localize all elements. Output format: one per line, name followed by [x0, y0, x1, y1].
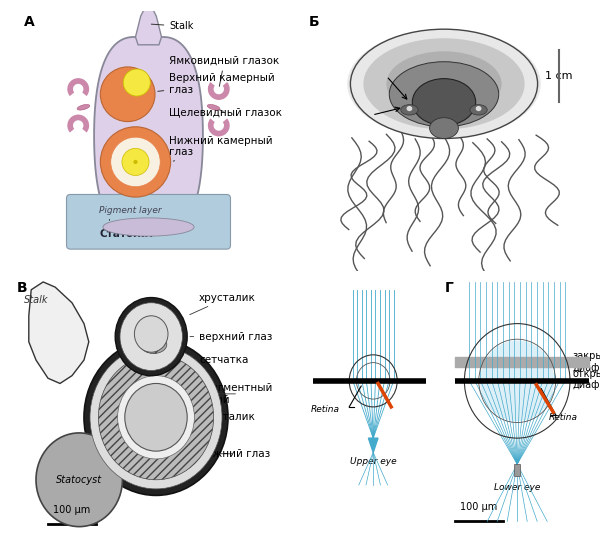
Circle shape	[36, 433, 122, 527]
Text: сетчатка: сетчатка	[185, 355, 248, 365]
Text: В: В	[17, 281, 28, 295]
Text: Retina: Retina	[548, 413, 577, 422]
Text: Щелевидный глазок: Щелевидный глазок	[169, 107, 283, 117]
Text: верхний глаз: верхний глаз	[190, 332, 272, 341]
Text: Statocyst: Statocyst	[56, 475, 102, 485]
Text: Retina: Retina	[139, 340, 164, 349]
Wedge shape	[208, 118, 230, 136]
Circle shape	[118, 376, 194, 459]
Circle shape	[100, 127, 170, 197]
Ellipse shape	[347, 29, 541, 139]
FancyBboxPatch shape	[67, 195, 230, 249]
Circle shape	[125, 384, 187, 451]
Polygon shape	[29, 282, 89, 384]
Circle shape	[120, 302, 182, 370]
Circle shape	[480, 340, 554, 421]
Ellipse shape	[207, 105, 220, 110]
Text: Pigment layer: Pigment layer	[99, 206, 161, 215]
Text: Нижний камерный
глаз: Нижний камерный глаз	[169, 135, 273, 161]
Text: открытая
диафрагма: открытая диафрагма	[572, 369, 600, 390]
Text: Upper eye: Upper eye	[350, 457, 397, 466]
Wedge shape	[67, 78, 89, 96]
Circle shape	[407, 106, 412, 111]
Text: Г: Г	[445, 281, 454, 295]
Text: Lower eye: Lower eye	[494, 483, 541, 492]
Circle shape	[123, 69, 151, 96]
Circle shape	[84, 339, 228, 495]
Text: 1 cm: 1 cm	[545, 71, 572, 81]
Wedge shape	[208, 82, 230, 100]
Text: А: А	[23, 15, 34, 29]
Text: 100 μm: 100 μm	[53, 505, 91, 515]
Text: Stalk: Stalk	[151, 21, 194, 31]
Text: нижний глаз: нижний глаз	[199, 449, 271, 459]
Text: хрусталик: хрусталик	[190, 293, 256, 315]
Ellipse shape	[389, 62, 499, 127]
Text: Б: Б	[308, 15, 319, 29]
Text: хрусталик: хрусталик	[190, 412, 256, 423]
Text: Retina: Retina	[131, 363, 157, 372]
Ellipse shape	[470, 105, 487, 115]
Circle shape	[115, 298, 187, 376]
Text: Lens: Lens	[145, 412, 167, 423]
Ellipse shape	[364, 38, 524, 129]
Text: 100 μm: 100 μm	[460, 503, 497, 512]
Ellipse shape	[412, 78, 476, 125]
Circle shape	[134, 316, 168, 352]
Polygon shape	[94, 37, 203, 235]
Ellipse shape	[140, 335, 167, 353]
Ellipse shape	[401, 105, 418, 115]
Ellipse shape	[77, 105, 90, 110]
Circle shape	[133, 160, 137, 164]
Text: Lens: Lens	[142, 329, 161, 339]
Circle shape	[111, 137, 160, 187]
Text: Статолит: Статолит	[99, 229, 154, 238]
Polygon shape	[368, 438, 378, 453]
Circle shape	[98, 355, 214, 480]
Text: Stalk: Stalk	[24, 295, 49, 305]
Circle shape	[90, 346, 222, 489]
Circle shape	[476, 106, 481, 111]
Polygon shape	[136, 6, 161, 45]
Ellipse shape	[386, 52, 502, 116]
Text: Ямковидный глазок: Ямковидный глазок	[169, 55, 280, 87]
Ellipse shape	[430, 118, 458, 139]
Text: закрытая
диафрагма: закрытая диафрагма	[572, 351, 600, 373]
Text: Верхний камерный
глаз: Верхний камерный глаз	[158, 73, 275, 95]
Text: Retina: Retina	[311, 405, 340, 414]
Circle shape	[100, 67, 155, 122]
Circle shape	[122, 149, 149, 175]
Ellipse shape	[103, 218, 194, 236]
FancyBboxPatch shape	[514, 464, 520, 476]
Wedge shape	[67, 115, 89, 133]
Text: пигментный
слой: пигментный слой	[204, 383, 272, 404]
